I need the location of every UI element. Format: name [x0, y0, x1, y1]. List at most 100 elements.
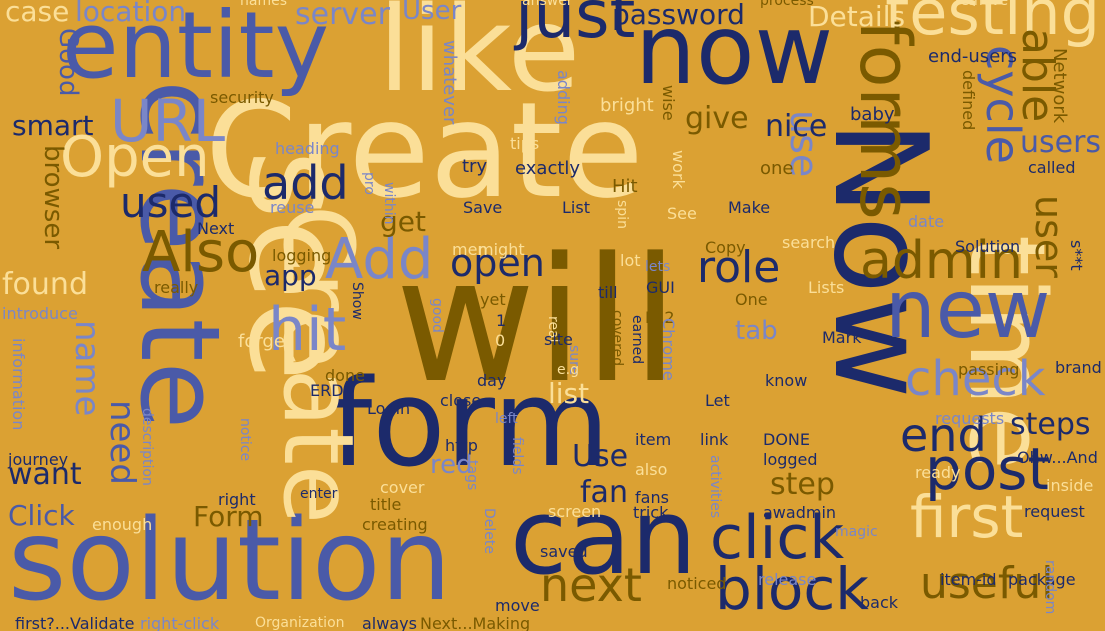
cloud-word: case: [5, 0, 70, 28]
cloud-word: Click: [8, 499, 75, 532]
cloud-word: fan: [580, 475, 628, 510]
cloud-word: saved: [540, 542, 588, 561]
cloud-word: noticed: [667, 574, 727, 593]
cloud-word: hit: [268, 295, 347, 365]
cloud-word: random: [1042, 560, 1058, 615]
cloud-word: http: [445, 436, 478, 455]
cloud-word: security: [210, 88, 274, 107]
cloud-word: really: [154, 278, 199, 297]
cloud-word: inside: [1046, 476, 1094, 495]
cloud-word: can: [510, 476, 697, 598]
cloud-word: fans: [635, 488, 669, 507]
cloud-word: found: [2, 267, 88, 302]
cloud-word: Mark: [822, 328, 862, 347]
cloud-word: Next: [197, 219, 235, 238]
cloud-word: yet: [480, 290, 506, 309]
cloud-word: tab: [735, 316, 778, 346]
cloud-word: browser: [38, 145, 68, 250]
cloud-word: called: [1028, 158, 1076, 177]
cloud-word: red: [430, 450, 473, 480]
cloud-word: till: [598, 283, 618, 302]
cloud-word: site: [544, 330, 573, 349]
cloud-word: admin: [860, 231, 1023, 291]
cloud-word: activities: [707, 455, 723, 519]
cloud-word: Open: [60, 125, 210, 190]
cloud-word: magic: [835, 524, 878, 540]
cloud-word: server: [295, 0, 390, 32]
cloud-word: Ohw...And: [1017, 448, 1098, 467]
cloud-word: description: [139, 408, 155, 486]
cloud-word: also: [635, 460, 668, 479]
cloud-word: cover: [380, 478, 425, 497]
cloud-word: defined: [959, 70, 978, 131]
cloud-word: ERD: [310, 381, 344, 400]
cloud-word: Delete: [481, 508, 497, 554]
cloud-word: e.g: [557, 362, 579, 378]
cloud-word: Make: [728, 198, 771, 217]
cloud-word: creating: [362, 515, 428, 534]
cloud-word: bright: [600, 95, 654, 116]
cloud-word: Lists: [808, 278, 845, 297]
cloud-word: ready: [915, 463, 961, 482]
cloud-word: post: [925, 435, 1051, 503]
cloud-word: screen: [548, 502, 602, 521]
cloud-word: will: [395, 220, 680, 421]
cloud-word: journey: [8, 450, 69, 469]
cloud-word: men: [452, 240, 488, 259]
cloud-word: now: [635, 0, 834, 106]
cloud-word: Use: [572, 439, 629, 474]
cloud-word: search: [782, 233, 836, 252]
cloud-word: right-click: [140, 614, 220, 631]
cloud-word: work: [669, 150, 688, 189]
cloud-word: DONE: [763, 430, 810, 449]
cloud-word: smart: [12, 109, 94, 142]
cloud-word: enough: [92, 515, 153, 534]
cloud-word: lets: [645, 259, 671, 275]
cloud-word: adding: [554, 70, 573, 125]
cloud-word: Save: [463, 198, 503, 217]
cloud-word: remove: [955, 0, 1009, 9]
cloud-word: introduce: [2, 304, 78, 323]
cloud-word: Hit: [612, 176, 638, 197]
cloud-word: first?...Validate: [15, 614, 135, 631]
cloud-word: baby: [850, 104, 895, 125]
cloud-word: back: [860, 593, 899, 612]
cloud-word: whatever: [439, 40, 460, 125]
cloud-word: always: [362, 614, 417, 631]
cloud-word: know: [765, 371, 808, 390]
cloud-word: next: [540, 558, 642, 612]
cloud-word: password: [612, 0, 745, 31]
cloud-word: used: [120, 178, 222, 227]
cloud-word: end-users: [928, 46, 1018, 67]
cloud-word: day: [477, 371, 507, 390]
cloud-word: Login: [367, 399, 411, 418]
cloud-word: logging: [272, 246, 332, 265]
cloud-word: move: [495, 596, 540, 615]
cloud-word: steps: [1010, 407, 1091, 442]
cloud-word: URL: [110, 87, 226, 155]
cloud-word: right: [218, 490, 256, 509]
cloud-word: done: [325, 366, 365, 385]
cloud-word: lot: [620, 251, 641, 270]
cloud-word: first: [910, 483, 1024, 551]
cloud-word: link: [700, 430, 729, 449]
cloud-word: user: [1027, 195, 1071, 278]
cloud-word: one: [760, 158, 794, 179]
cloud-word: Solution: [955, 237, 1021, 256]
cloud-word: get: [380, 205, 426, 238]
cloud-word: awadmin: [763, 503, 837, 522]
cloud-word: useful: [920, 558, 1054, 609]
cloud-word: within: [381, 182, 397, 225]
cloud-word: solution: [8, 496, 452, 626]
cloud-word: tags: [464, 460, 480, 491]
cloud-word: fields: [509, 437, 525, 475]
cloud-word: close: [440, 391, 482, 410]
cloud-word: release: [758, 570, 817, 589]
cloud-word: Show: [349, 282, 365, 320]
cloud-word: name: [67, 320, 107, 417]
cloud-word: might: [478, 240, 525, 259]
cloud-word: process: [760, 0, 814, 9]
cloud-word: s**t: [1067, 240, 1086, 271]
cloud-word: heading: [275, 139, 340, 158]
cloud-word: role: [697, 242, 781, 293]
